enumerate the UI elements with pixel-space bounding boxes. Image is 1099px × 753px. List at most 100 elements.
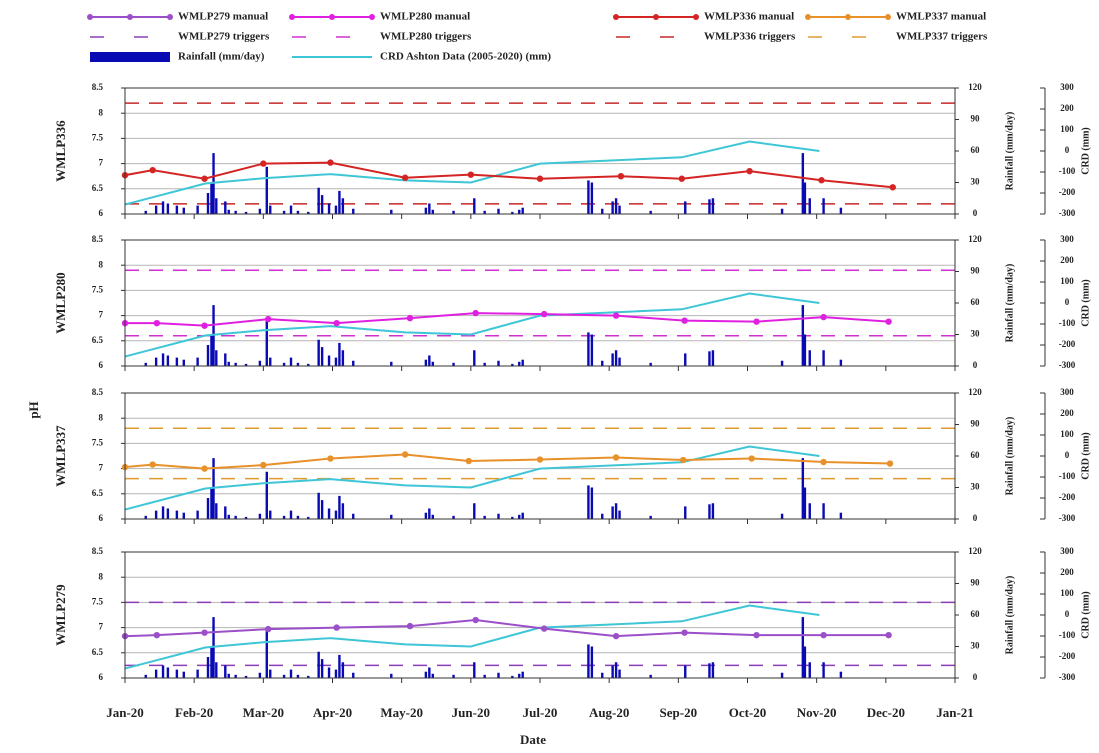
y2-axis-label: Rainfall (mm/day) [1004, 112, 1015, 191]
x-tick-label: Oct-20 [729, 705, 767, 720]
rainfall-bar [244, 675, 248, 678]
y-tick-label: 8 [99, 259, 104, 269]
rainfall-bar [497, 360, 500, 366]
y-tick-label: 8.5 [92, 82, 104, 92]
rainfall-bar [144, 210, 147, 214]
y-tick-label: 7.5 [92, 132, 104, 142]
rainfall-bar [154, 669, 158, 678]
rainfall-bar [780, 360, 784, 366]
rainfall-bar [803, 334, 807, 366]
manual-point [201, 465, 208, 472]
y2-tick-label: 120 [968, 387, 982, 397]
rainfall-bar [711, 662, 715, 678]
panel-title: WMLP336 [53, 120, 68, 182]
rainfall-bar [587, 644, 590, 678]
rainfall-bar [801, 458, 805, 519]
manual-point [260, 160, 267, 167]
rainfall-bar [334, 357, 338, 366]
rainfall-bar [428, 667, 431, 678]
manual-point [818, 177, 825, 184]
rainfall-bar [808, 662, 811, 678]
rainfall-bar [822, 198, 825, 214]
rainfall-bar [338, 342, 341, 366]
manual-point [540, 310, 548, 318]
rainfall-bar [320, 347, 324, 366]
manual-point [472, 309, 479, 317]
y2-tick-label: 90 [971, 578, 981, 588]
rainfall-bar [227, 361, 230, 366]
rainfall-bar [649, 674, 652, 678]
rainfall-bar [587, 332, 590, 366]
rainfall-bar [317, 187, 320, 214]
manual-point [406, 622, 414, 630]
manual-point [327, 159, 334, 166]
rainfall-bar [614, 662, 618, 678]
y3-tick-label: -200 [1059, 492, 1076, 502]
rainfall-bar [473, 662, 476, 678]
rainfall-bar [210, 334, 213, 366]
y2-tick-label: 0 [973, 208, 978, 218]
rainfall-bar [511, 211, 514, 214]
x-tick-label: Jan-21 [936, 705, 974, 720]
manual-point [820, 313, 827, 321]
legend-marker [127, 14, 133, 20]
legend-swatch [90, 52, 170, 62]
manual-point [681, 629, 688, 636]
y3-tick-label: 200 [1060, 255, 1074, 265]
rainfall-bar [590, 487, 594, 519]
rainfall-bar [822, 662, 825, 678]
rainfall-bar [428, 508, 431, 519]
y3-tick-label: 0 [1065, 297, 1070, 307]
rainfall-bar [803, 182, 807, 214]
rainfall-bar [518, 514, 521, 519]
y3-tick-label: 200 [1060, 103, 1074, 113]
rainfall-bar [282, 362, 286, 366]
rainfall-bar [649, 210, 652, 214]
legend-marker [369, 14, 375, 20]
rainfall-bar [224, 506, 227, 519]
manual-point [612, 632, 620, 640]
legend-marker [289, 14, 295, 20]
rainfall-bar [452, 674, 455, 678]
legend-marker [329, 14, 335, 20]
y2-tick-label: 90 [971, 266, 981, 276]
rainfall-bar [601, 360, 604, 366]
rainfall-bar [296, 515, 300, 519]
y3-tick-label: -300 [1059, 513, 1076, 523]
y-tick-label: 7 [99, 158, 104, 168]
legend-label: WMLP279 manual [178, 11, 268, 23]
legend-label: Rainfall (mm/day) [178, 51, 265, 63]
rainfall-bar [822, 350, 825, 366]
rainfall-bar [711, 503, 715, 519]
rainfall-bar [334, 205, 338, 214]
y3-tick-label: 300 [1060, 234, 1074, 244]
y-axis-label: pH [26, 401, 41, 418]
rainfall-bar [265, 318, 268, 366]
y-tick-label: 8.5 [92, 234, 104, 244]
rainfall-bar [780, 672, 784, 678]
rainfall-bar [282, 674, 286, 678]
y-tick-label: 7.5 [92, 284, 104, 294]
rainfall-bar [590, 334, 594, 366]
rainfall-bar [269, 205, 272, 214]
y2-axis-label: Rainfall (mm/day) [1004, 264, 1015, 343]
rainfall-bar [258, 208, 262, 214]
rainfall-bar [424, 207, 428, 214]
x-tick-label: Apr-20 [313, 705, 352, 720]
rainfall-bar [649, 362, 652, 366]
plot-frame [124, 87, 956, 215]
rainfall-bar [258, 513, 262, 519]
y2-tick-label: 90 [971, 114, 981, 124]
x-axis-label: Date [520, 732, 546, 747]
rainfall-bar [175, 669, 179, 678]
y3-axis-label: CRD (mm) [1080, 279, 1091, 327]
rainfall-bar [708, 504, 711, 519]
rainfall-bar [166, 508, 170, 519]
x-tick-label: May-20 [380, 705, 423, 720]
rainfall-bar [801, 305, 805, 366]
x-tick-label: Sep-20 [660, 705, 698, 720]
manual-point [264, 625, 272, 633]
rainfall-bar [497, 672, 500, 678]
y2-axis-label: Rainfall (mm/day) [1004, 417, 1015, 496]
manual-point [327, 455, 334, 462]
